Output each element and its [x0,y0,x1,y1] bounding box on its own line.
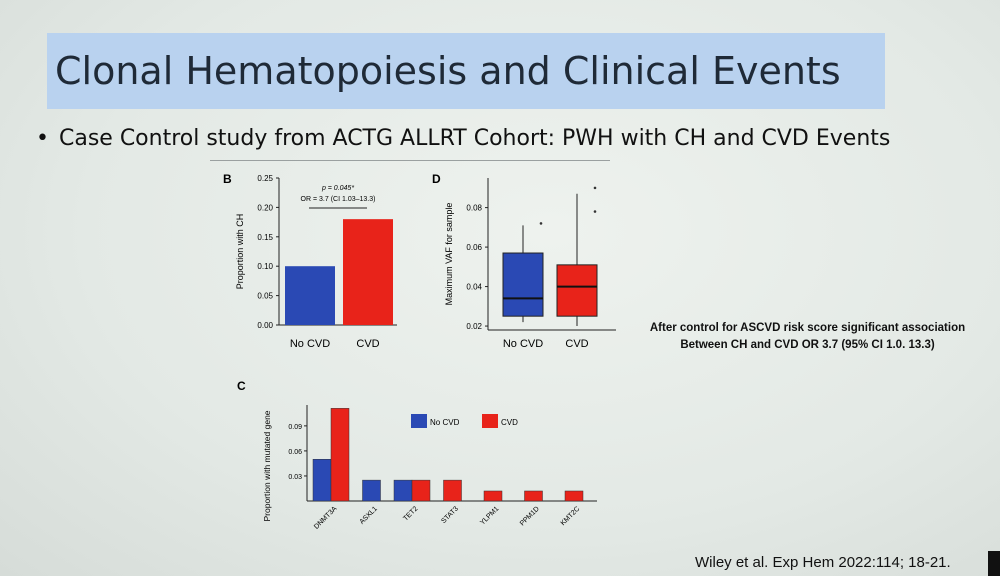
c-x-tick-label: YLPM1 [479,505,500,526]
b-y-tick-label: 0.15 [257,233,273,242]
c-x-tick-label: PPM1D [519,505,541,527]
c-y-tick-label: 0.06 [288,449,302,456]
c-x-tick-label: ASXL1 [359,505,379,525]
c-y-tick-label: 0.09 [288,424,302,431]
d-y-tick-label: 0.08 [466,204,482,213]
d-x-tick-label: No CVD [503,338,543,350]
screen-edge [988,551,1000,576]
bullet-text: Case Control study from ACTG ALLRT Cohor… [58,126,891,151]
panel-label-b: B [223,172,232,186]
c-bar-ylpm1-cvd [483,490,503,502]
c-bar-dnmt3a-no-cvd [312,459,332,502]
d-box-cvd [556,264,598,317]
b-y-tick-label: 0.00 [257,321,273,330]
d-y-tick-label: 0.02 [466,322,482,331]
b-p-value: p = 0.045* [321,185,354,192]
c-legend-swatch-cvd [482,414,498,428]
slide-title: Clonal Hematopoiesis and Clinical Events [55,49,841,93]
d-outlier-point [539,222,543,225]
b-bar-cvd [343,219,393,325]
c-bar-dnmt3a-cvd [330,408,350,502]
c-bar-ppm1d-cvd [524,490,543,502]
b-x-tick-label: CVD [356,338,379,350]
d-box-no-cvd [502,252,544,317]
c-y-axis-label: Proportion with mutated gene [262,410,272,521]
b-y-tick-label: 0.10 [257,262,273,271]
association-note: After control for ASCVD risk score signi… [640,320,975,354]
c-legend-label-no-cvd: No CVD [430,418,460,427]
d-y-tick-label: 0.06 [466,243,482,252]
c-bar-asxl1-no-cvd [362,479,381,502]
c-bar-stat3-cvd [443,479,462,502]
title-bar: Clonal Hematopoiesis and Clinical Events [47,33,885,109]
b-x-tick-label: No CVD [290,338,330,350]
d-y-axis-label: Maximum VAF for sample [444,203,454,306]
b-y-tick-label: 0.20 [257,203,273,212]
d-outlier-point [593,210,597,213]
c-x-tick-label: TET2 [402,505,419,522]
panel-label-d: D [432,172,441,186]
panel-label-c: C [237,379,246,393]
citation: Wiley et al. Exp Hem 2022:114; 18-21. [695,554,951,571]
b-bar-no-cvd [285,266,335,325]
c-legend-label-cvd: CVD [501,418,518,427]
c-bar-tet2-cvd [411,479,431,502]
divider [210,160,610,161]
d-outlier-point [593,186,597,190]
d-x-tick-label: CVD [565,338,588,350]
d-y-tick-label: 0.04 [466,283,482,292]
c-bar-kmt2c-cvd [564,490,584,502]
note-line-1: After control for ASCVD risk score signi… [649,322,966,334]
b-y-tick-label: 0.25 [257,174,273,183]
c-legend-swatch-no-cvd [411,414,427,428]
b-odds-ratio: OR = 3.7 (CI 1.03–13.3) [301,196,376,203]
bullet-dot-icon: • [36,126,49,151]
c-y-tick-label: 0.03 [288,474,302,481]
b-y-axis-label: Proportion with CH [235,214,245,290]
c-bar-tet2-no-cvd [393,479,413,502]
b-y-tick-label: 0.05 [257,292,273,301]
note-line-2: Between CH and CVD OR 3.7 (95% CI 1.0. 1… [680,339,935,351]
bullet-point: • Case Control study from ACTG ALLRT Coho… [36,126,890,151]
c-x-tick-label: STAT3 [440,505,460,525]
c-x-tick-label: DNMT3A [313,505,339,531]
c-x-tick-label: KMT2C [560,505,582,527]
